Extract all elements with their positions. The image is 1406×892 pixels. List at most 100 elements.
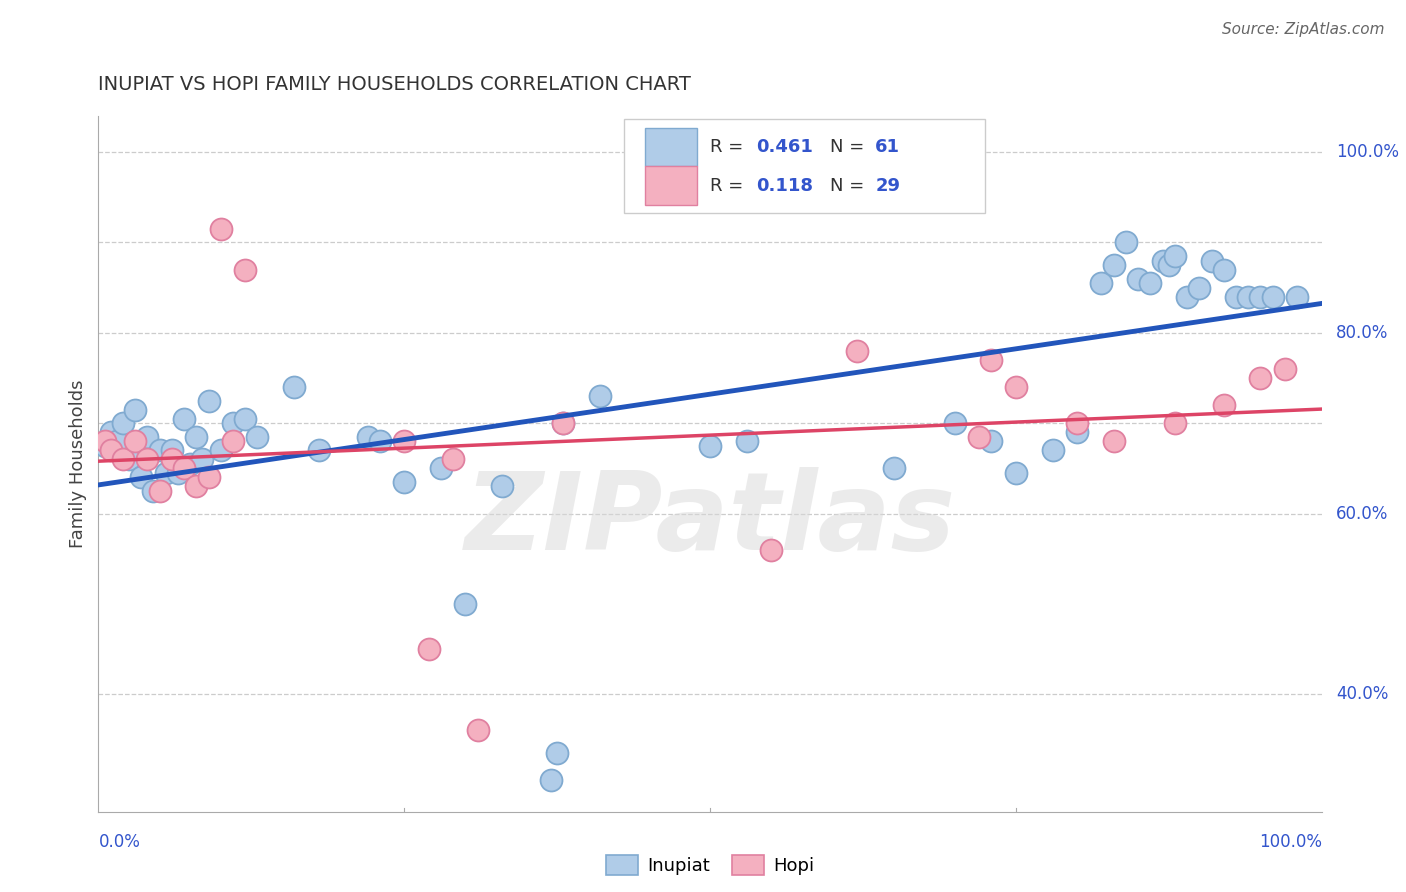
Point <box>1188 280 1211 294</box>
Point <box>454 597 477 611</box>
Point <box>136 430 159 444</box>
Point <box>179 457 201 471</box>
Point <box>1212 262 1234 277</box>
Text: N =: N = <box>830 138 870 156</box>
Text: 100.0%: 100.0% <box>1336 143 1399 161</box>
Point <box>845 172 868 186</box>
Point <box>980 353 1002 368</box>
Point <box>142 483 165 498</box>
Point <box>589 389 612 403</box>
Point <box>111 452 134 467</box>
Point <box>1004 466 1026 480</box>
Legend: Inupiat, Hopi: Inupiat, Hopi <box>599 847 821 883</box>
Text: 0.0%: 0.0% <box>98 832 141 851</box>
Point <box>943 416 966 430</box>
Text: ZIPatlas: ZIPatlas <box>464 467 956 573</box>
Point <box>197 393 219 408</box>
Text: 40.0%: 40.0% <box>1336 685 1389 703</box>
Point <box>233 411 256 425</box>
Point <box>1175 290 1198 304</box>
Point <box>246 430 269 444</box>
Point <box>467 723 489 738</box>
Point <box>1164 249 1187 263</box>
Point <box>308 443 330 458</box>
FancyBboxPatch shape <box>624 120 986 213</box>
Point <box>197 470 219 484</box>
Point <box>1128 271 1150 285</box>
Point <box>540 773 562 788</box>
Point <box>160 443 183 458</box>
Point <box>546 746 568 760</box>
Point <box>1066 416 1088 430</box>
Point <box>100 425 122 440</box>
Text: N =: N = <box>830 177 870 194</box>
Point <box>368 434 391 449</box>
Point <box>173 411 195 425</box>
Point <box>1225 290 1247 304</box>
Point <box>1237 290 1260 304</box>
Text: 60.0%: 60.0% <box>1336 505 1389 523</box>
Point <box>222 434 245 449</box>
Point <box>1212 398 1234 412</box>
Point <box>1164 416 1187 430</box>
Point <box>1249 290 1271 304</box>
Point <box>111 416 134 430</box>
Text: INUPIAT VS HOPI FAMILY HOUSEHOLDS CORRELATION CHART: INUPIAT VS HOPI FAMILY HOUSEHOLDS CORREL… <box>98 75 692 94</box>
Point <box>761 542 783 557</box>
Point <box>105 434 128 449</box>
Point <box>129 470 152 484</box>
Text: Source: ZipAtlas.com: Source: ZipAtlas.com <box>1222 22 1385 37</box>
Point <box>441 452 464 467</box>
FancyBboxPatch shape <box>645 128 696 167</box>
Point <box>149 483 172 498</box>
Point <box>167 466 190 480</box>
Point <box>845 343 868 358</box>
Point <box>1152 253 1174 268</box>
Point <box>883 461 905 475</box>
Point <box>430 461 453 475</box>
Point <box>699 439 721 453</box>
Point <box>173 461 195 475</box>
Point <box>1090 276 1112 290</box>
Point <box>491 479 513 493</box>
Point <box>1004 380 1026 394</box>
Point <box>392 434 416 449</box>
Point <box>418 642 440 657</box>
Point <box>209 222 232 236</box>
Point <box>1139 276 1161 290</box>
Text: 100.0%: 100.0% <box>1258 832 1322 851</box>
Point <box>553 416 575 430</box>
Point <box>1201 253 1223 268</box>
Text: 0.118: 0.118 <box>756 177 814 194</box>
Point <box>392 475 416 489</box>
Text: 29: 29 <box>875 177 900 194</box>
Text: R =: R = <box>710 138 749 156</box>
Y-axis label: Family Households: Family Households <box>69 380 87 548</box>
Point <box>124 434 146 449</box>
Point <box>233 262 256 277</box>
Point <box>1274 362 1296 376</box>
Point <box>1066 425 1088 440</box>
Point <box>136 452 159 467</box>
Point <box>1261 290 1284 304</box>
Point <box>209 443 232 458</box>
Point <box>100 443 122 458</box>
Point <box>124 402 146 417</box>
Point <box>191 452 214 467</box>
Text: 80.0%: 80.0% <box>1336 324 1389 342</box>
Point <box>118 452 141 467</box>
Point <box>149 443 172 458</box>
Point <box>1102 434 1125 449</box>
Point <box>967 430 990 444</box>
Text: 61: 61 <box>875 138 900 156</box>
Point <box>222 416 245 430</box>
Point <box>1249 371 1271 385</box>
Point <box>155 466 177 480</box>
Point <box>1115 235 1137 250</box>
Point <box>186 479 208 493</box>
Text: 0.461: 0.461 <box>756 138 814 156</box>
Point <box>1042 443 1064 458</box>
Point <box>283 380 305 394</box>
Point <box>186 430 208 444</box>
Point <box>1286 290 1309 304</box>
